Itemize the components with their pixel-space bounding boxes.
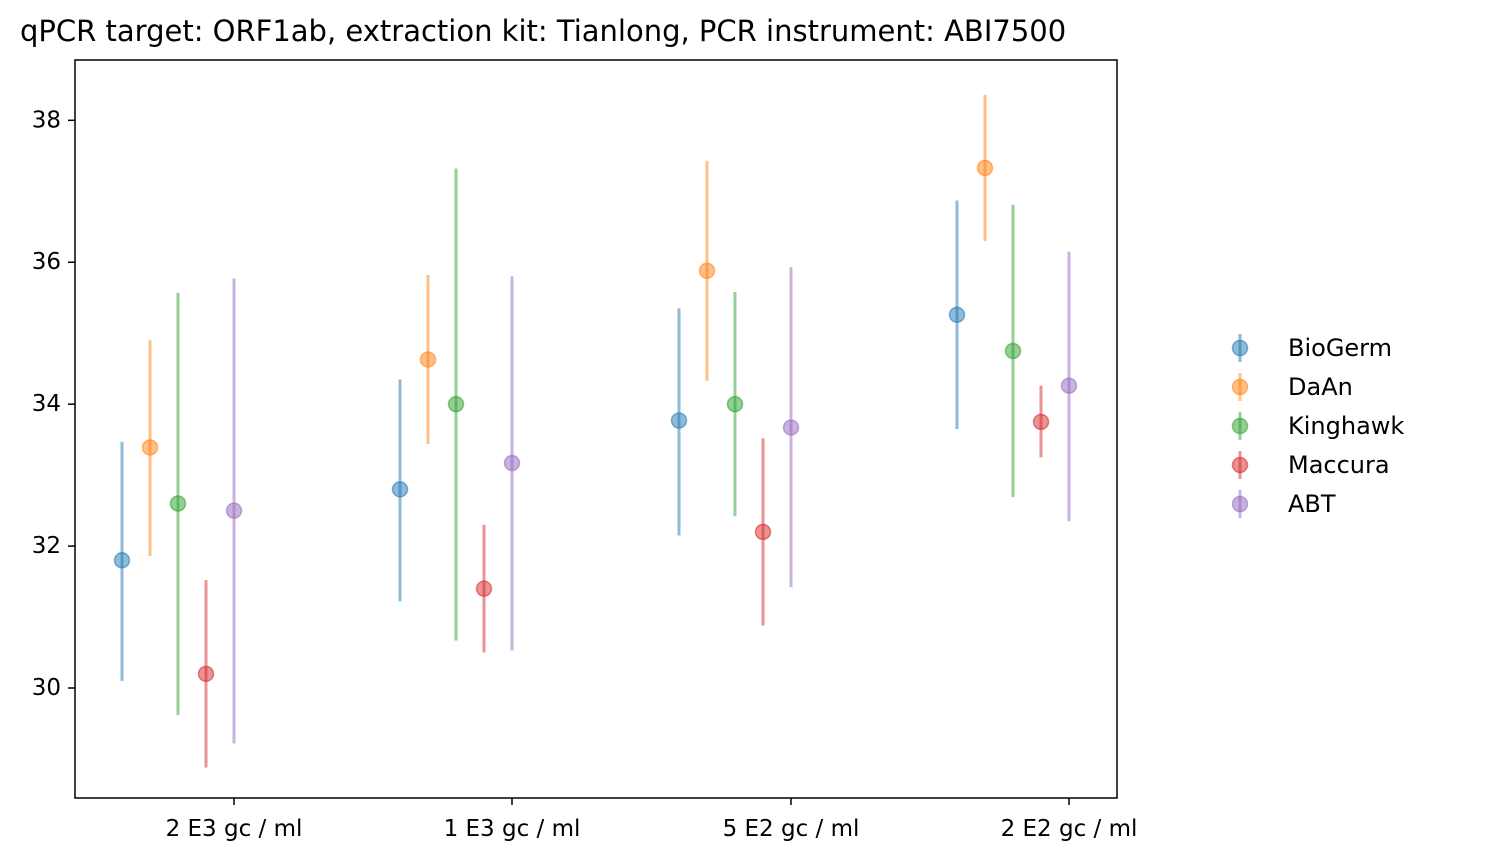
legend-label: Maccura bbox=[1288, 451, 1390, 479]
data-point bbox=[197, 665, 215, 683]
plot-frame bbox=[74, 59, 1118, 799]
legend-item: BioGerm bbox=[1231, 334, 1392, 362]
legend-item: ABT bbox=[1231, 490, 1336, 518]
data-point bbox=[503, 454, 521, 472]
data-point bbox=[948, 306, 966, 324]
legend-item: Kinghawk bbox=[1231, 412, 1404, 440]
legend-point-marker bbox=[1231, 495, 1249, 513]
data-point bbox=[475, 580, 493, 597]
data-point bbox=[169, 495, 187, 512]
legend-label: ABT bbox=[1288, 490, 1336, 518]
data-point bbox=[225, 502, 243, 519]
y-tick-label: 34 bbox=[32, 391, 61, 417]
data-point bbox=[698, 262, 716, 280]
data-point bbox=[113, 552, 131, 569]
legend-item: Maccura bbox=[1231, 451, 1390, 479]
legend-point-marker bbox=[1231, 456, 1249, 474]
legend-point-marker bbox=[1231, 378, 1249, 396]
y-tick-label: 30 bbox=[32, 675, 61, 701]
legend-label: Kinghawk bbox=[1288, 412, 1404, 440]
data-point bbox=[391, 481, 409, 498]
legend-label: BioGerm bbox=[1288, 334, 1392, 362]
data-point bbox=[1004, 342, 1022, 360]
data-point bbox=[782, 419, 800, 436]
y-tick-label: 32 bbox=[32, 533, 61, 559]
x-tick-label: 2 E3 gc / ml bbox=[166, 816, 303, 842]
data-point bbox=[726, 395, 744, 413]
data-point bbox=[754, 523, 772, 541]
data-point bbox=[670, 412, 688, 429]
data-point bbox=[419, 351, 437, 368]
chart-title: qPCR target: ORF1ab, extraction kit: Tia… bbox=[20, 14, 1067, 48]
y-tick-label: 36 bbox=[32, 249, 61, 275]
x-tick-label: 2 E2 gc / ml bbox=[1001, 816, 1138, 842]
legend-item: DaAn bbox=[1231, 373, 1353, 401]
x-tick-label: 5 E2 gc / ml bbox=[723, 816, 860, 842]
legend-label: DaAn bbox=[1288, 373, 1353, 401]
data-point bbox=[447, 395, 465, 413]
legend-point-marker bbox=[1231, 417, 1249, 435]
data-point bbox=[141, 439, 159, 456]
data-point bbox=[1032, 413, 1050, 431]
x-tick-label: 1 E3 gc / ml bbox=[444, 816, 581, 842]
data-point bbox=[976, 159, 994, 177]
data-point bbox=[1060, 377, 1078, 394]
y-tick-label: 38 bbox=[32, 107, 61, 133]
legend-point-marker bbox=[1231, 339, 1249, 357]
